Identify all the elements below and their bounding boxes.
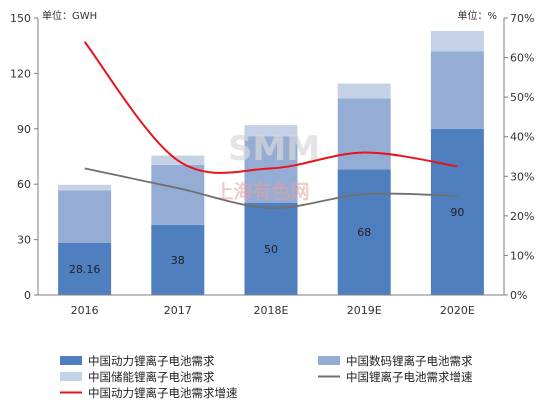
x-tick-label-2017: 2017 bbox=[164, 304, 192, 317]
left-tick-label-150: 150 bbox=[10, 12, 31, 25]
legend-swatch-3 bbox=[60, 372, 82, 381]
right-tick-label-2: 20% bbox=[510, 210, 534, 223]
legend-label-4: 中国锂离子电池需求增速 bbox=[346, 370, 473, 384]
legend-label-2: 中国数码锂离子电池需求 bbox=[346, 354, 473, 368]
axes-layer bbox=[37, 18, 505, 296]
right-tick-label-7: 70% bbox=[510, 12, 534, 25]
x-tick-label-2020E: 2020E bbox=[440, 304, 475, 317]
bar-2-2016 bbox=[58, 190, 112, 243]
left-axis-unit: 单位：GWH bbox=[42, 9, 97, 22]
data-label-2018E: 50 bbox=[264, 243, 278, 256]
bar-2-2019E bbox=[337, 98, 391, 170]
bar-2-2017 bbox=[151, 164, 205, 225]
right-tick-label-0: 0% bbox=[510, 289, 527, 302]
right-axis-unit: 单位：% bbox=[457, 9, 497, 22]
bar-2-2020E bbox=[430, 51, 484, 129]
line-series-1 bbox=[84, 167, 458, 209]
bar-1-2016 bbox=[58, 242, 112, 295]
left-tick-label-90: 90 bbox=[17, 123, 31, 136]
x-tick-label-2016: 2016 bbox=[71, 304, 99, 317]
left-tick-label-60: 60 bbox=[17, 178, 31, 191]
line-layer bbox=[83, 41, 458, 209]
bar-3-2019E bbox=[337, 83, 391, 99]
x-tick-label-2019E: 2019E bbox=[347, 304, 382, 317]
tick-layer: 0 30 60 90 120 150 0% 10% 20% 30% 40% 50% 60% 70% 2016… bbox=[10, 12, 534, 317]
bar-3-2016 bbox=[58, 184, 112, 191]
data-label-2020E: 90 bbox=[450, 206, 464, 219]
bar-1-2019E bbox=[337, 169, 391, 295]
right-tick-label-1: 10% bbox=[510, 249, 534, 262]
bar-3-2018E bbox=[244, 125, 298, 137]
watermark-text: 上海有色网 bbox=[214, 180, 309, 203]
bar-1-2017 bbox=[151, 224, 205, 295]
legend-swatch-1 bbox=[60, 356, 82, 365]
bar-1-2018E bbox=[244, 202, 298, 295]
right-tick-label-3: 30% bbox=[510, 170, 534, 183]
left-tick-label-0: 0 bbox=[24, 289, 31, 302]
watermark: SMM 上海有色网 bbox=[214, 129, 320, 203]
left-tick-label-30: 30 bbox=[17, 234, 31, 247]
legend-label-3: 中国储能锂离子电池需求 bbox=[88, 370, 215, 384]
legend-swatch-2 bbox=[318, 356, 340, 365]
data-label-2019E: 68 bbox=[357, 226, 371, 239]
bar-3-2020E bbox=[430, 30, 484, 52]
data-label-layer: 28.16 38 50 68 90 bbox=[69, 206, 465, 276]
x-tick-label-2018E: 2018E bbox=[254, 304, 289, 317]
legend-label-5: 中国动力锂离子电池需求增速 bbox=[88, 386, 238, 400]
line-series-2 bbox=[83, 41, 458, 174]
data-label-2017: 38 bbox=[171, 254, 185, 267]
right-tick-label-5: 50% bbox=[510, 91, 534, 104]
legend-label-1: 中国动力锂离子电池需求 bbox=[88, 354, 215, 368]
left-tick-label-120: 120 bbox=[10, 67, 31, 80]
right-tick-label-6: 60% bbox=[510, 52, 534, 65]
data-label-2016: 28.16 bbox=[69, 263, 101, 276]
right-tick-label-4: 40% bbox=[510, 131, 534, 144]
bar-1-2020E bbox=[430, 128, 484, 295]
